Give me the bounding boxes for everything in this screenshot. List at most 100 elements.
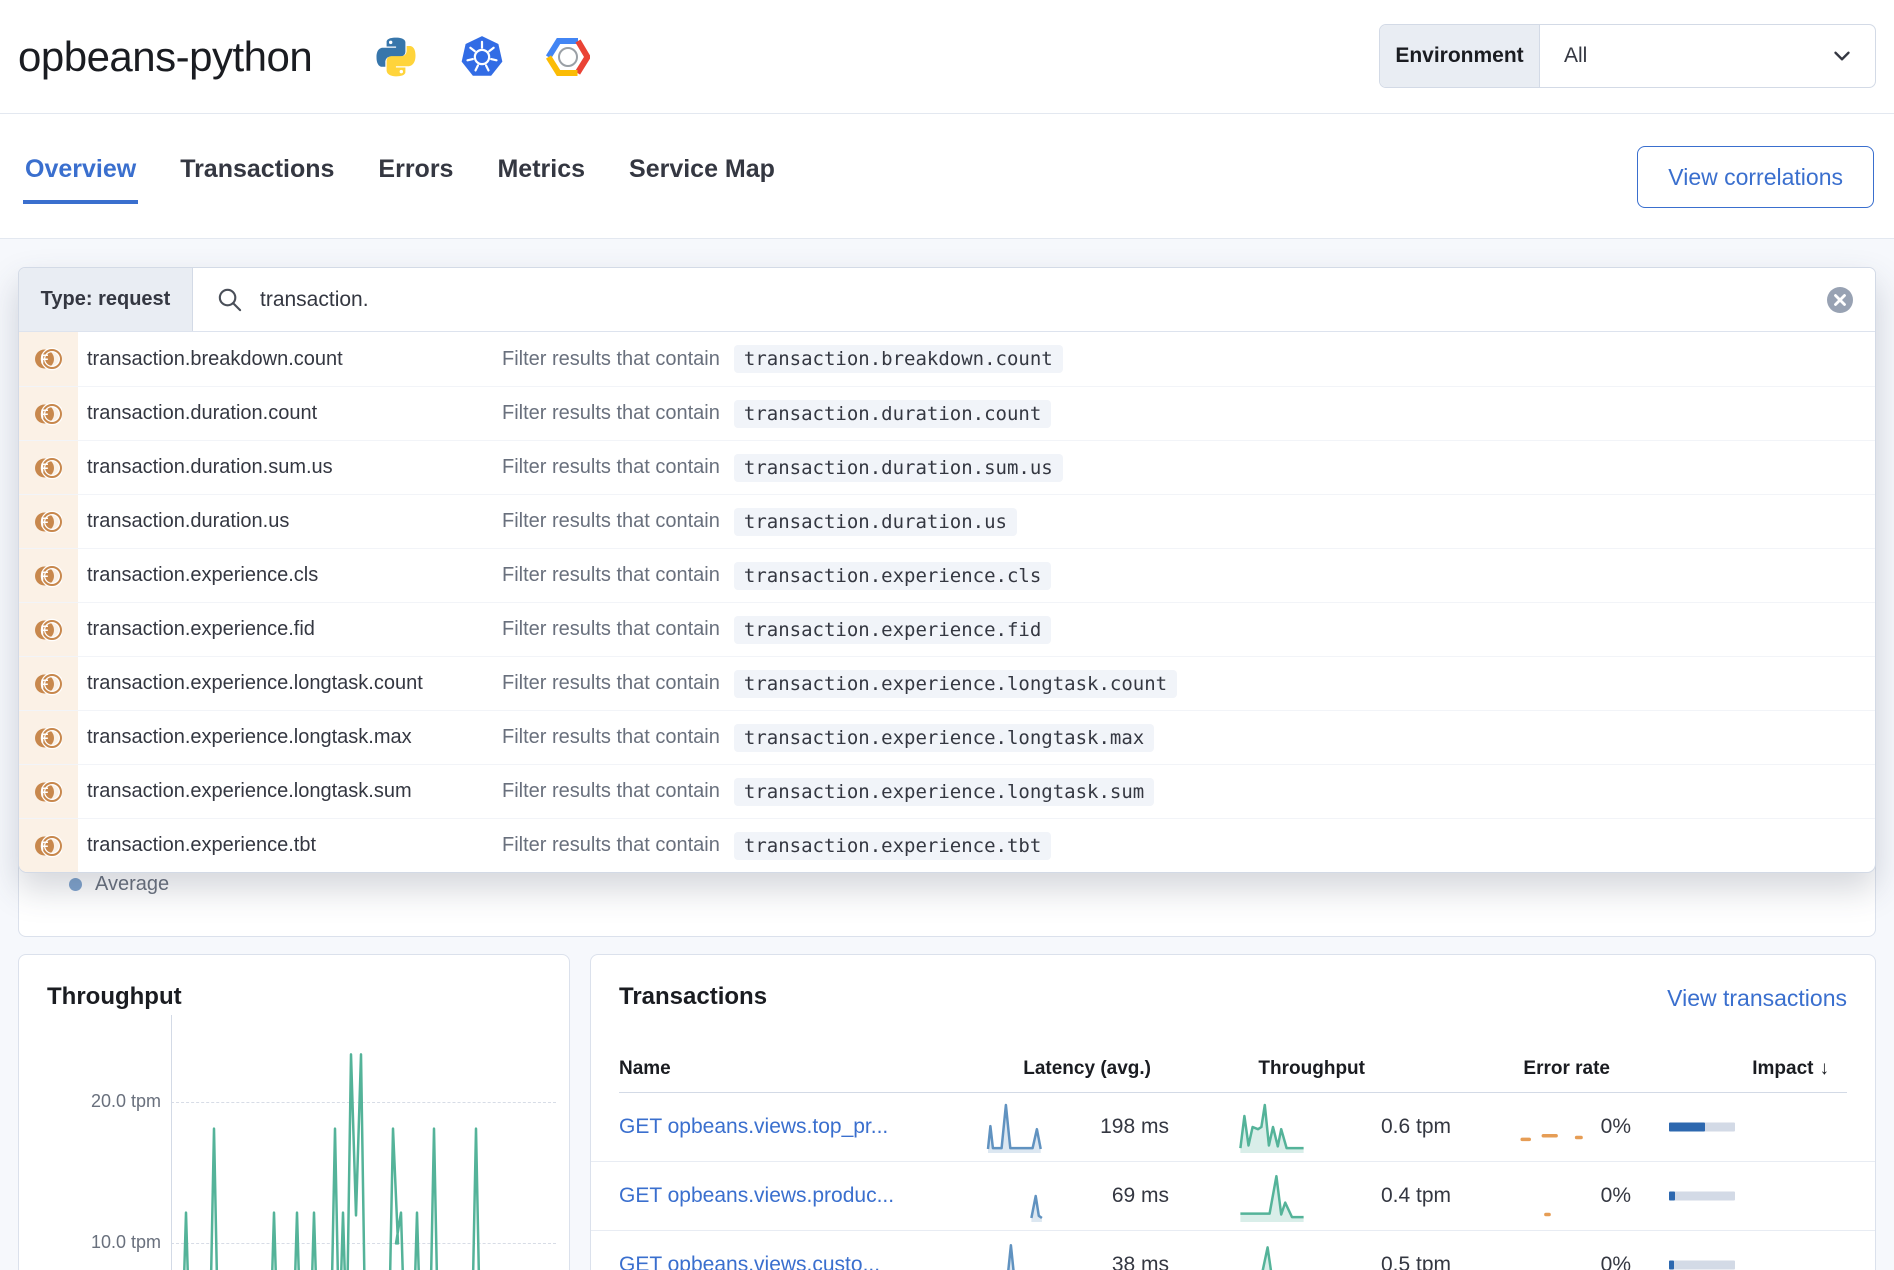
throughput-sparkline — [1239, 1239, 1307, 1270]
suggestion-hint: Filter results that contain — [502, 348, 720, 371]
transactions-panel: Transactions View transactions Name Late… — [590, 954, 1876, 1270]
suggestion-field-name: transaction.duration.count — [87, 402, 502, 425]
kql-field-icon: F — [34, 832, 62, 860]
kql-field-icon: F — [34, 454, 62, 482]
suggestion-code: transaction.experience.longtask.count — [734, 670, 1177, 698]
sort-descending-icon: ↓ — [1820, 1058, 1830, 1079]
suggestion-code: transaction.experience.tbt — [734, 832, 1051, 860]
svg-text:F: F — [41, 352, 49, 367]
kql-field-icon: F — [34, 562, 62, 590]
table-header-row: Name Latency (avg.) Throughput Error rat… — [591, 1049, 1875, 1089]
tab-metrics[interactable]: Metrics — [495, 154, 587, 204]
transactions-title: Transactions — [619, 983, 767, 1011]
suggestion-item[interactable]: Ftransaction.breakdown.countFilter resul… — [19, 332, 1875, 386]
transaction-link[interactable]: GET opbeans.views.custo... — [619, 1253, 880, 1270]
transaction-link[interactable]: GET opbeans.views.top_pr... — [619, 1115, 888, 1139]
column-header-throughput[interactable]: Throughput — [1243, 1049, 1365, 1089]
suggestion-hint: Filter results that contain — [502, 672, 720, 695]
suggestion-field-name: transaction.experience.tbt — [87, 834, 502, 857]
tab-transactions[interactable]: Transactions — [178, 154, 336, 204]
column-header-latency[interactable]: Latency (avg.) — [983, 1049, 1151, 1089]
latency-sparkline — [983, 1170, 1045, 1222]
suggestion-code: transaction.duration.count — [734, 400, 1051, 428]
type-filter-badge[interactable]: Type: request — [19, 268, 193, 331]
transaction-link[interactable]: GET opbeans.views.produc... — [619, 1184, 894, 1208]
suggestion-item[interactable]: Ftransaction.experience.longtask.maxFilt… — [19, 710, 1875, 764]
table-row: GET opbeans.views.produc...69 ms0.4 tpm0… — [591, 1162, 1875, 1231]
latency-value: 198 ms — [1041, 1115, 1169, 1139]
throughput-sparkline — [1239, 1101, 1307, 1153]
column-header-name[interactable]: Name — [619, 1049, 671, 1089]
kql-field-icon: F — [34, 778, 62, 806]
throughput-value: 0.5 tpm — [1317, 1253, 1451, 1270]
environment-select[interactable]: Environment All — [1379, 24, 1876, 88]
impact-bar — [1669, 1261, 1735, 1270]
close-icon — [1826, 286, 1854, 314]
svg-text:F: F — [41, 568, 49, 583]
suggestion-hint: Filter results that contain — [502, 456, 720, 479]
search-query: transaction. — [260, 288, 369, 312]
suggestion-code: transaction.duration.sum.us — [734, 454, 1063, 482]
y-axis-tick: 20.0 tpm — [51, 1091, 161, 1112]
y-axis-tick: 10.0 tpm — [51, 1232, 161, 1253]
legend-dot — [69, 878, 82, 891]
kql-field-icon: F — [34, 345, 62, 373]
tab-errors[interactable]: Errors — [376, 154, 455, 204]
apm-service-overview: opbeans-python — [0, 0, 1894, 1270]
view-transactions-link[interactable]: View transactions — [1667, 985, 1847, 1012]
throughput-sparkline — [1239, 1170, 1307, 1222]
throughput-chart — [171, 1011, 559, 1270]
suggestion-item[interactable]: Ftransaction.experience.tbtFilter result… — [19, 818, 1875, 872]
suggestion-item[interactable]: Ftransaction.experience.clsFilter result… — [19, 548, 1875, 602]
kql-field-icon: F — [34, 670, 62, 698]
error-rate-value: 0% — [1547, 1115, 1631, 1139]
suggestion-code: transaction.breakdown.count — [734, 345, 1063, 373]
environment-label: Environment — [1380, 25, 1540, 87]
error-rate-value: 0% — [1547, 1184, 1631, 1208]
kubernetes-icon — [460, 35, 504, 79]
search-bar: Type: request transaction. — [19, 268, 1875, 332]
impact-bar-fill — [1669, 1123, 1705, 1132]
suggestion-item[interactable]: Ftransaction.experience.longtask.countFi… — [19, 656, 1875, 710]
chevron-down-icon — [1829, 43, 1855, 69]
kql-field-icon: F — [34, 400, 62, 428]
table-row: GET opbeans.views.top_pr...198 ms0.6 tpm… — [591, 1093, 1875, 1162]
impact-bar-fill — [1669, 1192, 1675, 1201]
suggestion-item[interactable]: Ftransaction.duration.countFilter result… — [19, 386, 1875, 440]
kql-field-icon: F — [34, 508, 62, 536]
suggestion-hint: Filter results that contain — [502, 564, 720, 587]
suggestion-hint: Filter results that contain — [502, 780, 720, 803]
suggestion-item[interactable]: Ftransaction.duration.sum.us Filter resul… — [19, 440, 1875, 494]
svg-text:F: F — [41, 460, 49, 475]
search-input[interactable]: transaction. — [193, 268, 1875, 331]
suggestion-hint: Filter results that contain — [502, 726, 720, 749]
agent-badges — [374, 35, 590, 79]
python-icon — [374, 35, 418, 79]
kql-field-icon: F — [34, 616, 62, 644]
suggestion-field-name: transaction.breakdown.count — [87, 348, 502, 371]
svg-text:F: F — [41, 514, 49, 529]
latency-value: 38 ms — [1041, 1253, 1169, 1270]
table-row: GET opbeans.views.custo...38 ms0.5 tpm0% — [591, 1231, 1875, 1270]
view-correlations-button[interactable]: View correlations — [1637, 146, 1874, 208]
column-header-error-rate[interactable]: Error rate — [1514, 1049, 1610, 1089]
suggestion-item[interactable]: Ftransaction.duration.usFilter results t… — [19, 494, 1875, 548]
page-title: opbeans-python — [18, 33, 312, 81]
impact-bar — [1669, 1192, 1735, 1201]
clear-search-button[interactable] — [1826, 286, 1854, 314]
suggestion-field-name: transaction.experience.longtask.count — [87, 672, 502, 695]
suggestion-item[interactable]: Ftransaction.experience.fidFilter result… — [19, 602, 1875, 656]
chart-legend: Average — [69, 873, 169, 896]
suggestion-item[interactable]: Ftransaction.experience.longtask.sum Filt… — [19, 764, 1875, 818]
suggestion-field-name: transaction.experience.fid — [87, 618, 502, 641]
tab-overview[interactable]: Overview — [23, 154, 138, 204]
impact-bar-fill — [1669, 1261, 1674, 1270]
suggestion-code: transaction.experience.longtask.sum — [734, 778, 1154, 806]
throughput-title: Throughput — [47, 983, 182, 1011]
environment-value: All — [1564, 44, 1587, 68]
throughput-panel: Throughput 20.0 tpm 10.0 tpm — [18, 954, 570, 1270]
svg-text:F: F — [41, 406, 49, 421]
suggestion-hint: Filter results that contain — [502, 834, 720, 857]
column-header-impact[interactable]: Impact↓ — [1752, 1049, 1829, 1089]
tab-service-map[interactable]: Service Map — [627, 154, 777, 204]
